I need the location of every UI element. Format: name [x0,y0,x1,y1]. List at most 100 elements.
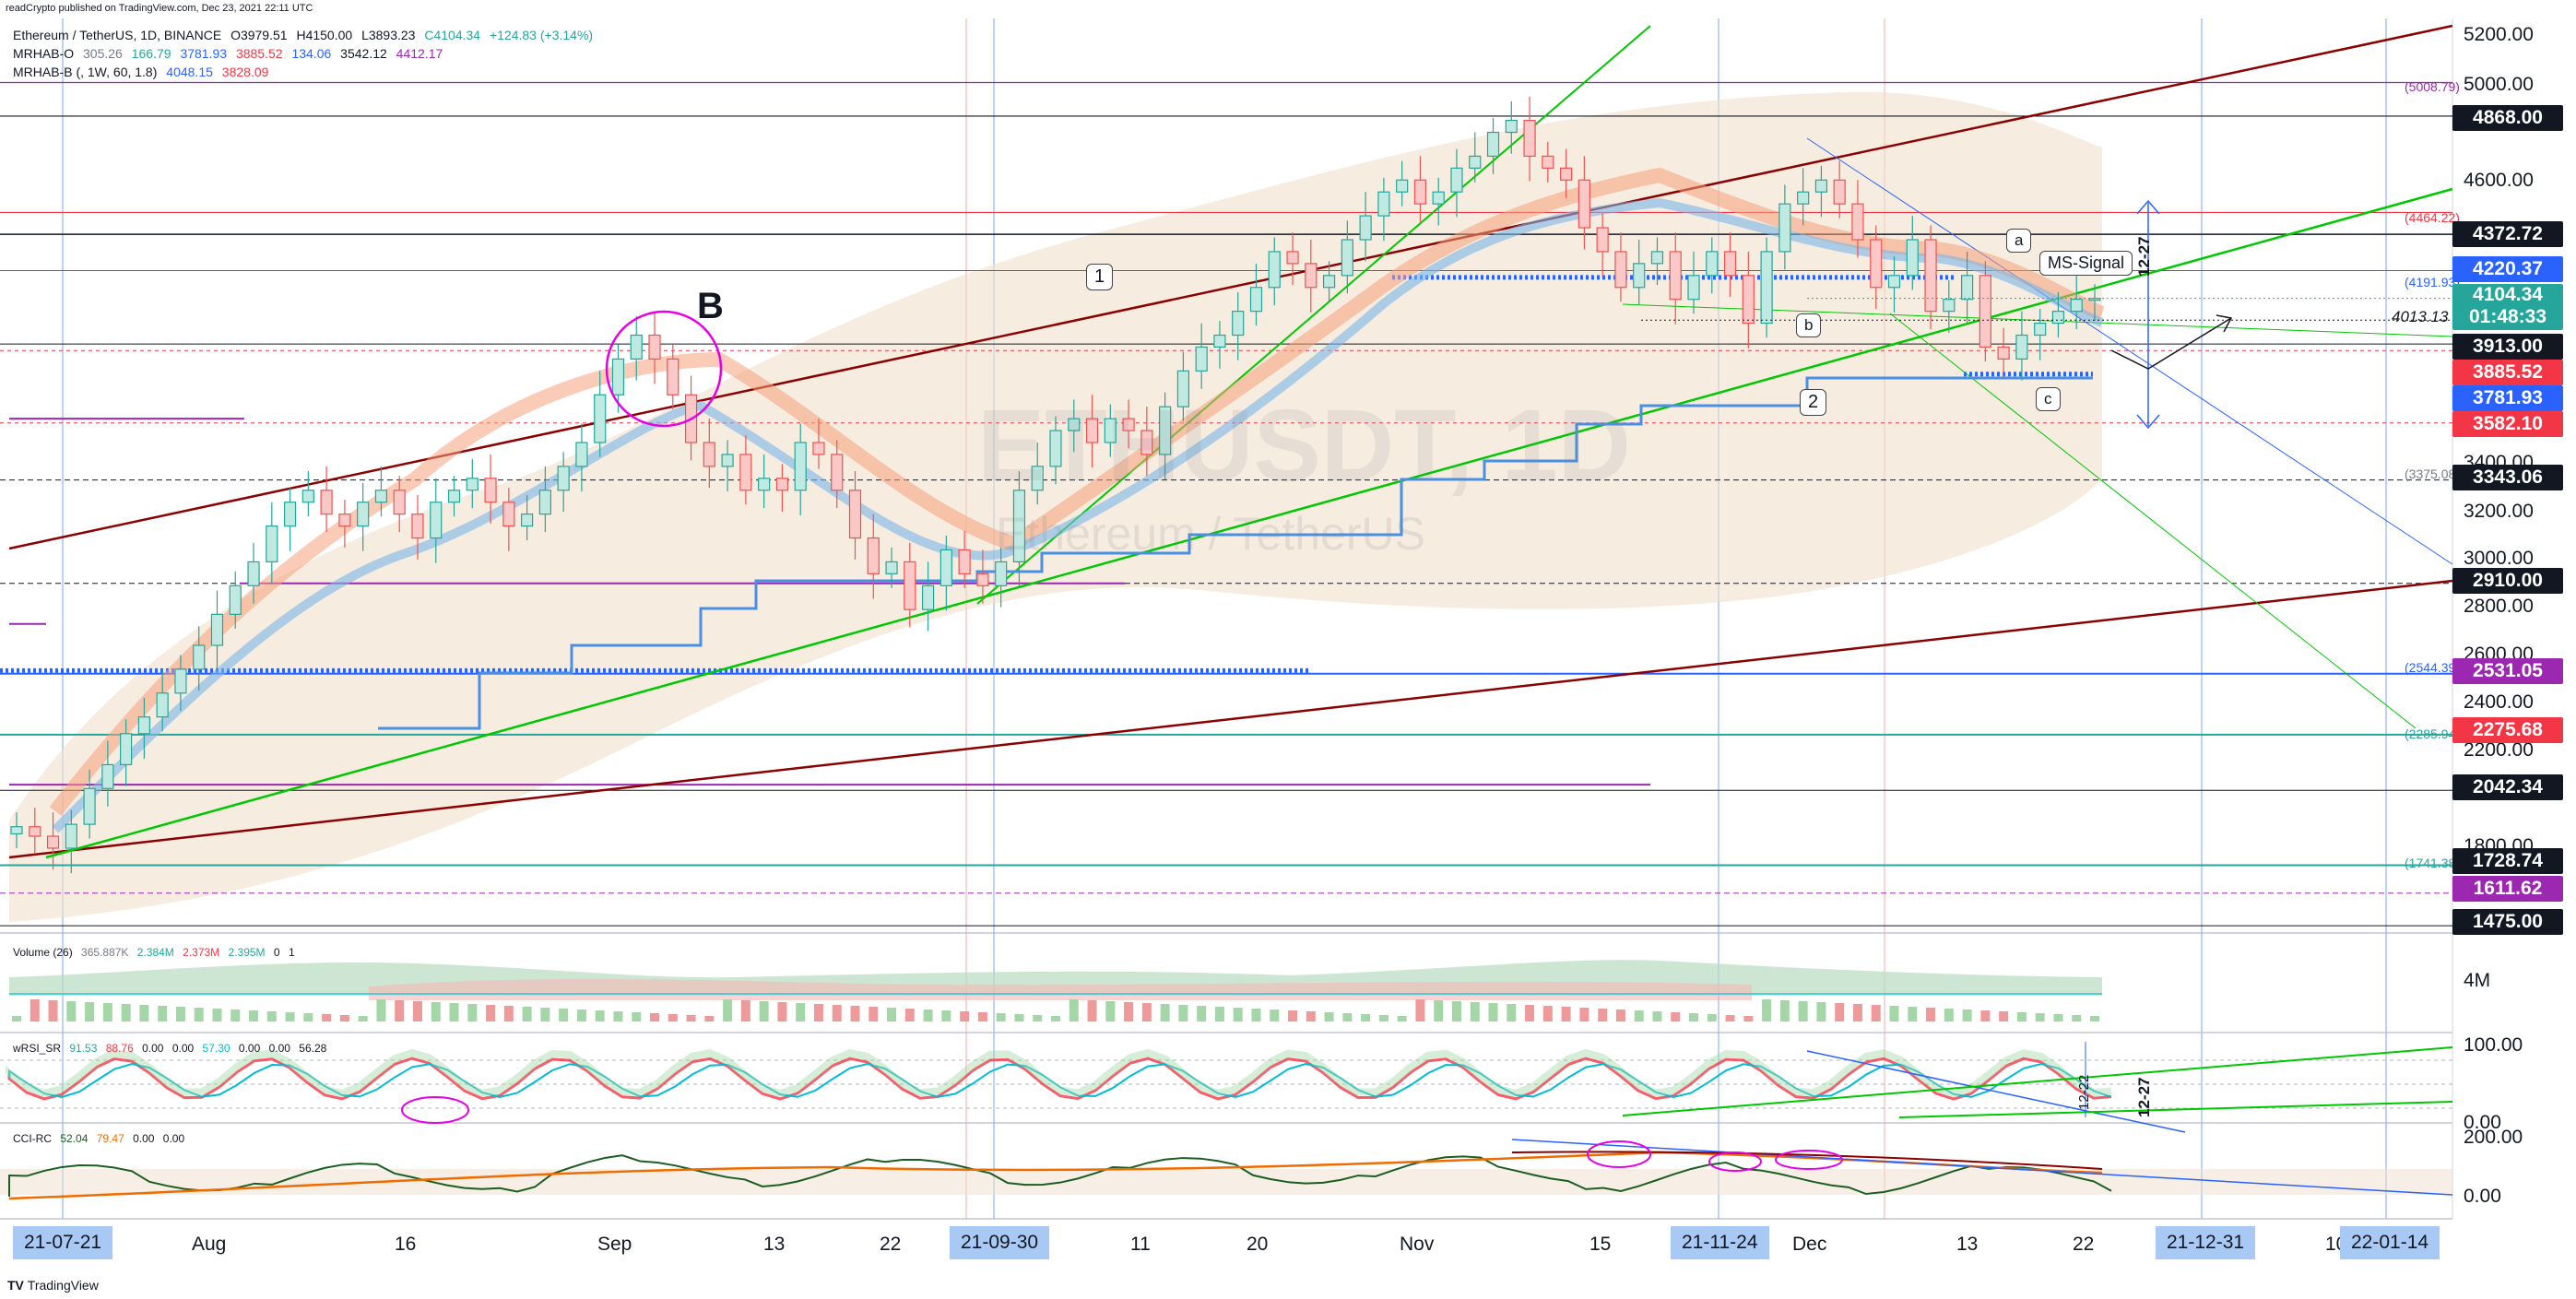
volume-bar [723,999,733,1021]
volume-bar [522,1007,532,1021]
rsi-value: 0.00 [238,1042,261,1055]
price-tick: 3000.00 [2464,548,2534,569]
candle [1432,191,1445,205]
indicator-legend-1[interactable]: MRHAB-O 305.26 166.79 3781.93 3885.52 13… [13,46,443,61]
rsi-band [6,1048,2112,1098]
volume-bar [1051,1016,1060,1021]
candle [1760,251,1773,325]
candle [1396,179,1409,193]
price-tick: 5200.00 [2464,24,2534,45]
candle [2051,311,2065,325]
date-tick: Sep [597,1234,632,1255]
candle [137,716,151,735]
candle [1814,179,1828,193]
candle [1249,287,1263,313]
candle [484,478,497,503]
volume-bar [1288,1010,1298,1021]
callout-ms-signal[interactable]: MS-Signal [2039,251,2133,276]
candle [1104,418,1117,443]
volume-bar [1725,1015,1735,1021]
highlight-circle [1775,1150,1843,1170]
volume-bar [1798,1001,1808,1021]
candle [848,490,862,539]
volume-bar [996,1013,1006,1021]
candle [1305,263,1318,289]
last-price-label: 4104.34 01:48:33 [2452,284,2563,330]
volume-bar [613,1011,623,1021]
date-marker: 21-09-30 [950,1226,1050,1259]
level-tag: (1741.38) [2405,856,2460,870]
volume-bar [395,1000,405,1021]
watermark-name: Ethereum / TetherUS [996,508,1425,560]
price-label: 3582.10 [2452,411,2563,437]
cci-legend[interactable]: CCI-RC 52.04 79.47 0.00 0.00 [13,1132,184,1145]
volume-bar [813,1004,823,1021]
volume-bar [175,1007,185,1021]
cci-axis-tick: 200.00 [2464,1127,2523,1148]
candle [758,478,771,491]
indicator-legend-2[interactable]: MRHAB-B (, 1W, 60, 1.8) 4048.15 3828.09 [13,65,268,79]
candle [1742,275,1755,325]
volume-axis-tick: 4M [2464,970,2491,991]
callout-b[interactable]: b [1796,313,1822,337]
volume-value: 2.384M [136,946,174,959]
candle [2034,322,2047,337]
callout-2[interactable]: 2 [1800,389,1827,416]
volume-bar [1087,1000,1097,1021]
price-label: 1728.74 [2452,848,2563,874]
candle [1669,251,1682,301]
candle [1960,275,1974,301]
volume-bar [85,1002,95,1021]
volume-legend[interactable]: Volume (26) 365.887K 2.384M 2.373M 2.395… [13,946,295,959]
cci-trendline [1511,1139,2453,1196]
price-label: 1475.00 [2452,909,2563,935]
highlight-circle [401,1096,469,1124]
candle [1413,179,1427,205]
rsi-trendline [1806,1050,2186,1133]
callout-c[interactable]: c [2036,387,2061,411]
candle [1542,155,1554,169]
candle [703,442,715,467]
volume-bar [1415,999,1425,1021]
candle [1359,215,1372,241]
candle [1159,406,1172,455]
candle [1469,155,1482,169]
callout-a[interactable]: a [2006,229,2032,253]
cci-name: CCI-RC [13,1132,52,1145]
candle [921,585,935,610]
volume-bar [595,1010,605,1021]
rsi-legend[interactable]: wRSI_SR 91.53 88.76 0.00 0.00 57.30 0.00… [13,1042,326,1055]
candle [1906,239,1919,277]
date-tick: 20 [1247,1234,1269,1255]
last-price-value: 4104.34 [2473,284,2543,305]
candle [1596,227,1609,253]
volume-bar [1835,1003,1845,1021]
indicator-params: (, 1W, 60, 1.8) [76,65,158,79]
volume-bar [1525,1005,1535,1021]
volume-bar [48,1000,58,1021]
cci-trendline-red [1511,1151,2103,1170]
volume-bar [887,1008,897,1021]
callout-1[interactable]: 1 [1086,264,1114,290]
publish-line: readCrypto published on TradingView.com,… [6,3,313,14]
rsi-value: 0.00 [171,1042,195,1055]
volume-bar [449,1003,459,1021]
volume-bar [923,1010,933,1021]
arrow-head [2216,314,2233,333]
date-tick: 15 [1589,1234,1612,1255]
volume-bar [1361,1014,1371,1021]
tradingview-logo[interactable]: TV TradingView [7,1278,99,1293]
volume-bar [796,1003,806,1021]
rsi-signal-line [8,1062,2112,1099]
candle [976,573,989,586]
candle [1486,131,1500,158]
pattern-label-b: B [697,286,724,326]
candle [83,787,96,825]
rsi-line [7,1057,2112,1101]
volume-bar [230,1010,241,1021]
candle [995,561,1008,586]
candle [1560,167,1573,181]
volume-bar [1615,1010,1625,1021]
candle [1578,179,1590,229]
